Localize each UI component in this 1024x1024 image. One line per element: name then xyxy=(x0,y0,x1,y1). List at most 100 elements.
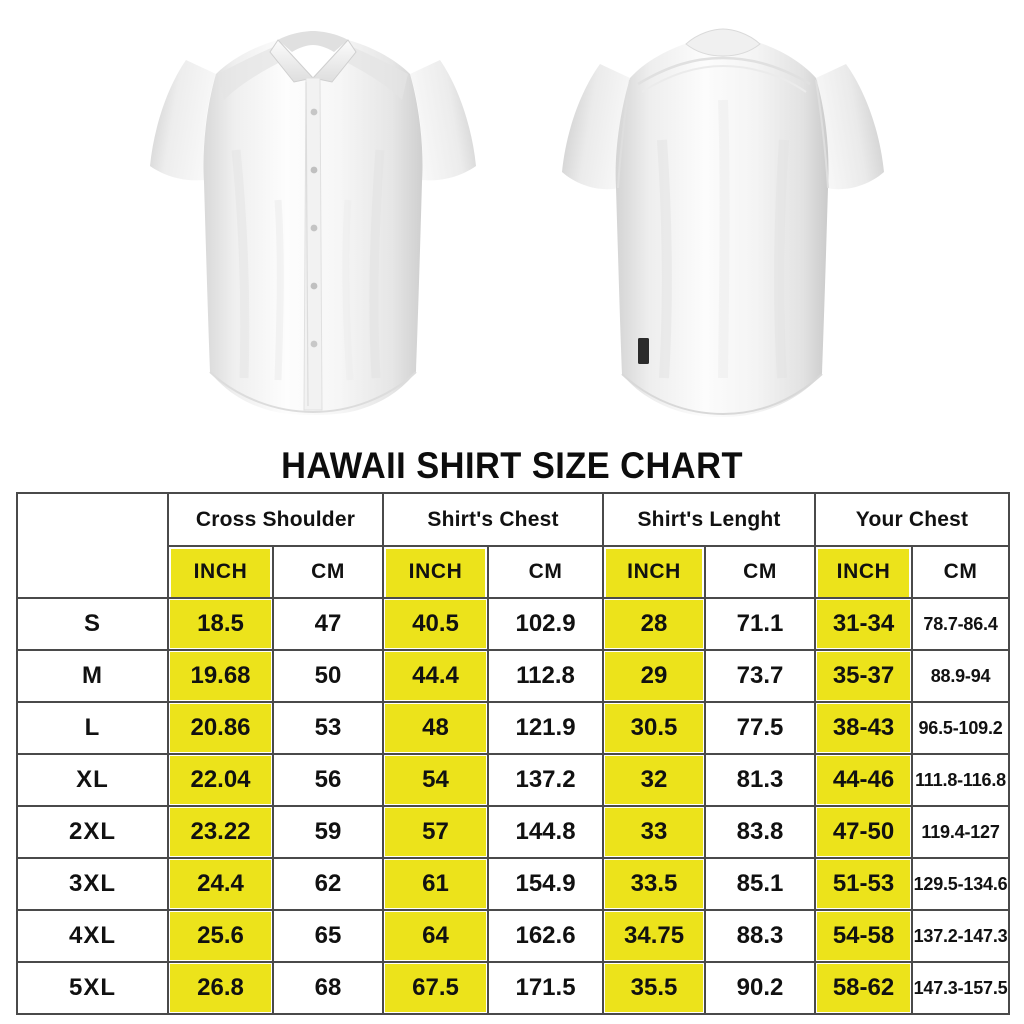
cell-shirts-chest-inch: 57 xyxy=(382,805,490,859)
unit-header-inch-shirts-chest: INCH xyxy=(382,545,490,599)
unit-header-cm-shirts-chest: CM xyxy=(487,545,605,599)
size-chart-table: Cross Shoulder Shirt's Chest Shirt's Len… xyxy=(16,492,1011,1015)
group-header-shirts-chest: Shirt's Chest xyxy=(382,492,605,547)
shirt-images xyxy=(0,0,1024,445)
cell-shirts-lenght-inch: 29 xyxy=(602,649,707,703)
group-header-cross-shoulder: Cross Shoulder xyxy=(166,492,385,547)
cell-your-chest-cm: 88.9-94 xyxy=(911,649,1011,703)
cell-cross-shoulder-inch: 18.5 xyxy=(167,597,274,651)
size-label: 5XL xyxy=(16,961,169,1015)
cell-shirts-chest-cm: 112.8 xyxy=(487,649,605,703)
cell-cross-shoulder-inch: 22.04 xyxy=(167,753,274,807)
cell-shirts-chest-cm: 102.9 xyxy=(487,597,605,651)
cell-shirts-lenght-inch: 32 xyxy=(602,753,707,807)
cell-cross-shoulder-cm: 59 xyxy=(271,805,385,859)
group-header-your-chest: Your Chest xyxy=(814,492,1011,547)
cell-your-chest-cm: 96.5-109.2 xyxy=(911,701,1011,755)
cell-cross-shoulder-cm: 56 xyxy=(271,753,385,807)
cell-shirts-chest-inch: 40.5 xyxy=(382,597,490,651)
size-rows: S 18.5 47 40.5 102.9 28 71.1 31-34 78.7-… xyxy=(16,597,1011,1015)
table-row: 5XL 26.8 68 67.5 171.5 35.5 90.2 58-62 1… xyxy=(16,961,1011,1015)
table-row: M 19.68 50 44.4 112.8 29 73.7 35-37 88.9… xyxy=(16,649,1011,703)
cell-cross-shoulder-cm: 65 xyxy=(271,909,385,963)
cell-shirts-lenght-inch: 34.75 xyxy=(602,909,707,963)
cell-cross-shoulder-inch: 25.6 xyxy=(167,909,274,963)
cell-shirts-chest-inch: 44.4 xyxy=(382,649,490,703)
unit-header-inch-shirts-lenght: INCH xyxy=(602,545,707,599)
unit-header-cm-cross-shoulder: CM xyxy=(271,545,385,599)
cell-shirts-chest-inch: 54 xyxy=(382,753,490,807)
cell-shirts-chest-inch: 48 xyxy=(382,701,490,755)
table-row: 3XL 24.4 62 61 154.9 33.5 85.1 51-53 129… xyxy=(16,857,1011,911)
cell-cross-shoulder-cm: 62 xyxy=(271,857,385,911)
cell-shirts-lenght-inch: 35.5 xyxy=(602,961,707,1015)
unit-header-cm-shirts-lenght: CM xyxy=(704,545,817,599)
cell-cross-shoulder-cm: 53 xyxy=(271,701,385,755)
cell-shirts-lenght-inch: 33 xyxy=(602,805,707,859)
size-label: L xyxy=(16,701,169,755)
cell-cross-shoulder-inch: 23.22 xyxy=(167,805,274,859)
cell-shirts-chest-cm: 154.9 xyxy=(487,857,605,911)
cell-cross-shoulder-inch: 26.8 xyxy=(167,961,274,1015)
size-label: 3XL xyxy=(16,857,169,911)
cell-your-chest-inch: 44-46 xyxy=(814,753,914,807)
cell-your-chest-inch: 47-50 xyxy=(814,805,914,859)
unit-header-row: INCH CM INCH CM INCH CM INCH CM xyxy=(17,545,1011,599)
cell-your-chest-inch: 35-37 xyxy=(814,649,914,703)
unit-header-cm-your-chest: CM xyxy=(911,545,1011,599)
cell-your-chest-cm: 129.5-134.6 xyxy=(911,857,1011,911)
unit-header-inch-cross-shoulder: INCH xyxy=(167,545,274,599)
cell-your-chest-cm: 111.8-116.8 xyxy=(911,753,1011,807)
cell-your-chest-inch: 31-34 xyxy=(814,597,914,651)
size-label: S xyxy=(16,597,169,651)
cell-shirts-chest-cm: 162.6 xyxy=(487,909,605,963)
table-corner-cell xyxy=(16,492,169,599)
size-label: 2XL xyxy=(16,805,169,859)
cell-shirts-lenght-inch: 33.5 xyxy=(602,857,707,911)
cell-cross-shoulder-inch: 19.68 xyxy=(167,649,274,703)
group-header-shirts-lenght: Shirt's Lenght xyxy=(602,492,817,547)
cell-your-chest-inch: 54-58 xyxy=(814,909,914,963)
size-label: XL xyxy=(16,753,169,807)
cell-shirts-chest-cm: 137.2 xyxy=(487,753,605,807)
table-row: 4XL 25.6 65 64 162.6 34.75 88.3 54-58 13… xyxy=(16,909,1011,963)
cell-shirts-chest-inch: 67.5 xyxy=(382,961,490,1015)
cell-shirts-lenght-cm: 90.2 xyxy=(704,961,817,1015)
table-row: S 18.5 47 40.5 102.9 28 71.1 31-34 78.7-… xyxy=(16,597,1011,651)
cell-your-chest-inch: 51-53 xyxy=(814,857,914,911)
table-row: 2XL 23.22 59 57 144.8 33 83.8 47-50 119.… xyxy=(16,805,1011,859)
cell-shirts-lenght-inch: 30.5 xyxy=(602,701,707,755)
size-label: M xyxy=(16,649,169,703)
cell-cross-shoulder-cm: 68 xyxy=(271,961,385,1015)
shirt-front-image xyxy=(128,0,498,445)
cell-shirts-lenght-cm: 73.7 xyxy=(704,649,817,703)
cell-cross-shoulder-cm: 47 xyxy=(271,597,385,651)
cell-shirts-lenght-cm: 83.8 xyxy=(704,805,817,859)
cell-shirts-lenght-cm: 77.5 xyxy=(704,701,817,755)
cell-shirts-chest-cm: 171.5 xyxy=(487,961,605,1015)
measurement-group-header-row: Cross Shoulder Shirt's Chest Shirt's Len… xyxy=(16,492,1011,599)
cell-your-chest-inch: 38-43 xyxy=(814,701,914,755)
cell-cross-shoulder-inch: 20.86 xyxy=(167,701,274,755)
cell-shirts-chest-inch: 61 xyxy=(382,857,490,911)
cell-shirts-chest-cm: 121.9 xyxy=(487,701,605,755)
cell-your-chest-cm: 137.2-147.3 xyxy=(911,909,1011,963)
cell-your-chest-inch: 58-62 xyxy=(814,961,914,1015)
cell-shirts-lenght-cm: 71.1 xyxy=(704,597,817,651)
table-row: L 20.86 53 48 121.9 30.5 77.5 38-43 96.5… xyxy=(16,701,1011,755)
table-row: XL 22.04 56 54 137.2 32 81.3 44-46 111.8… xyxy=(16,753,1011,807)
cell-shirts-lenght-cm: 85.1 xyxy=(704,857,817,911)
cell-your-chest-cm: 78.7-86.4 xyxy=(911,597,1011,651)
cell-shirts-lenght-inch: 28 xyxy=(602,597,707,651)
cell-shirts-lenght-cm: 88.3 xyxy=(704,909,817,963)
page-title: HAWAII SHIRT SIZE CHART xyxy=(281,445,743,486)
cell-shirts-chest-inch: 64 xyxy=(382,909,490,963)
shirt-back-image xyxy=(538,0,908,445)
cell-your-chest-cm: 147.3-157.5 xyxy=(911,961,1011,1015)
cell-shirts-chest-cm: 144.8 xyxy=(487,805,605,859)
cell-cross-shoulder-cm: 50 xyxy=(271,649,385,703)
unit-header-inch-your-chest: INCH xyxy=(814,545,914,599)
size-label: 4XL xyxy=(16,909,169,963)
cell-cross-shoulder-inch: 24.4 xyxy=(167,857,274,911)
